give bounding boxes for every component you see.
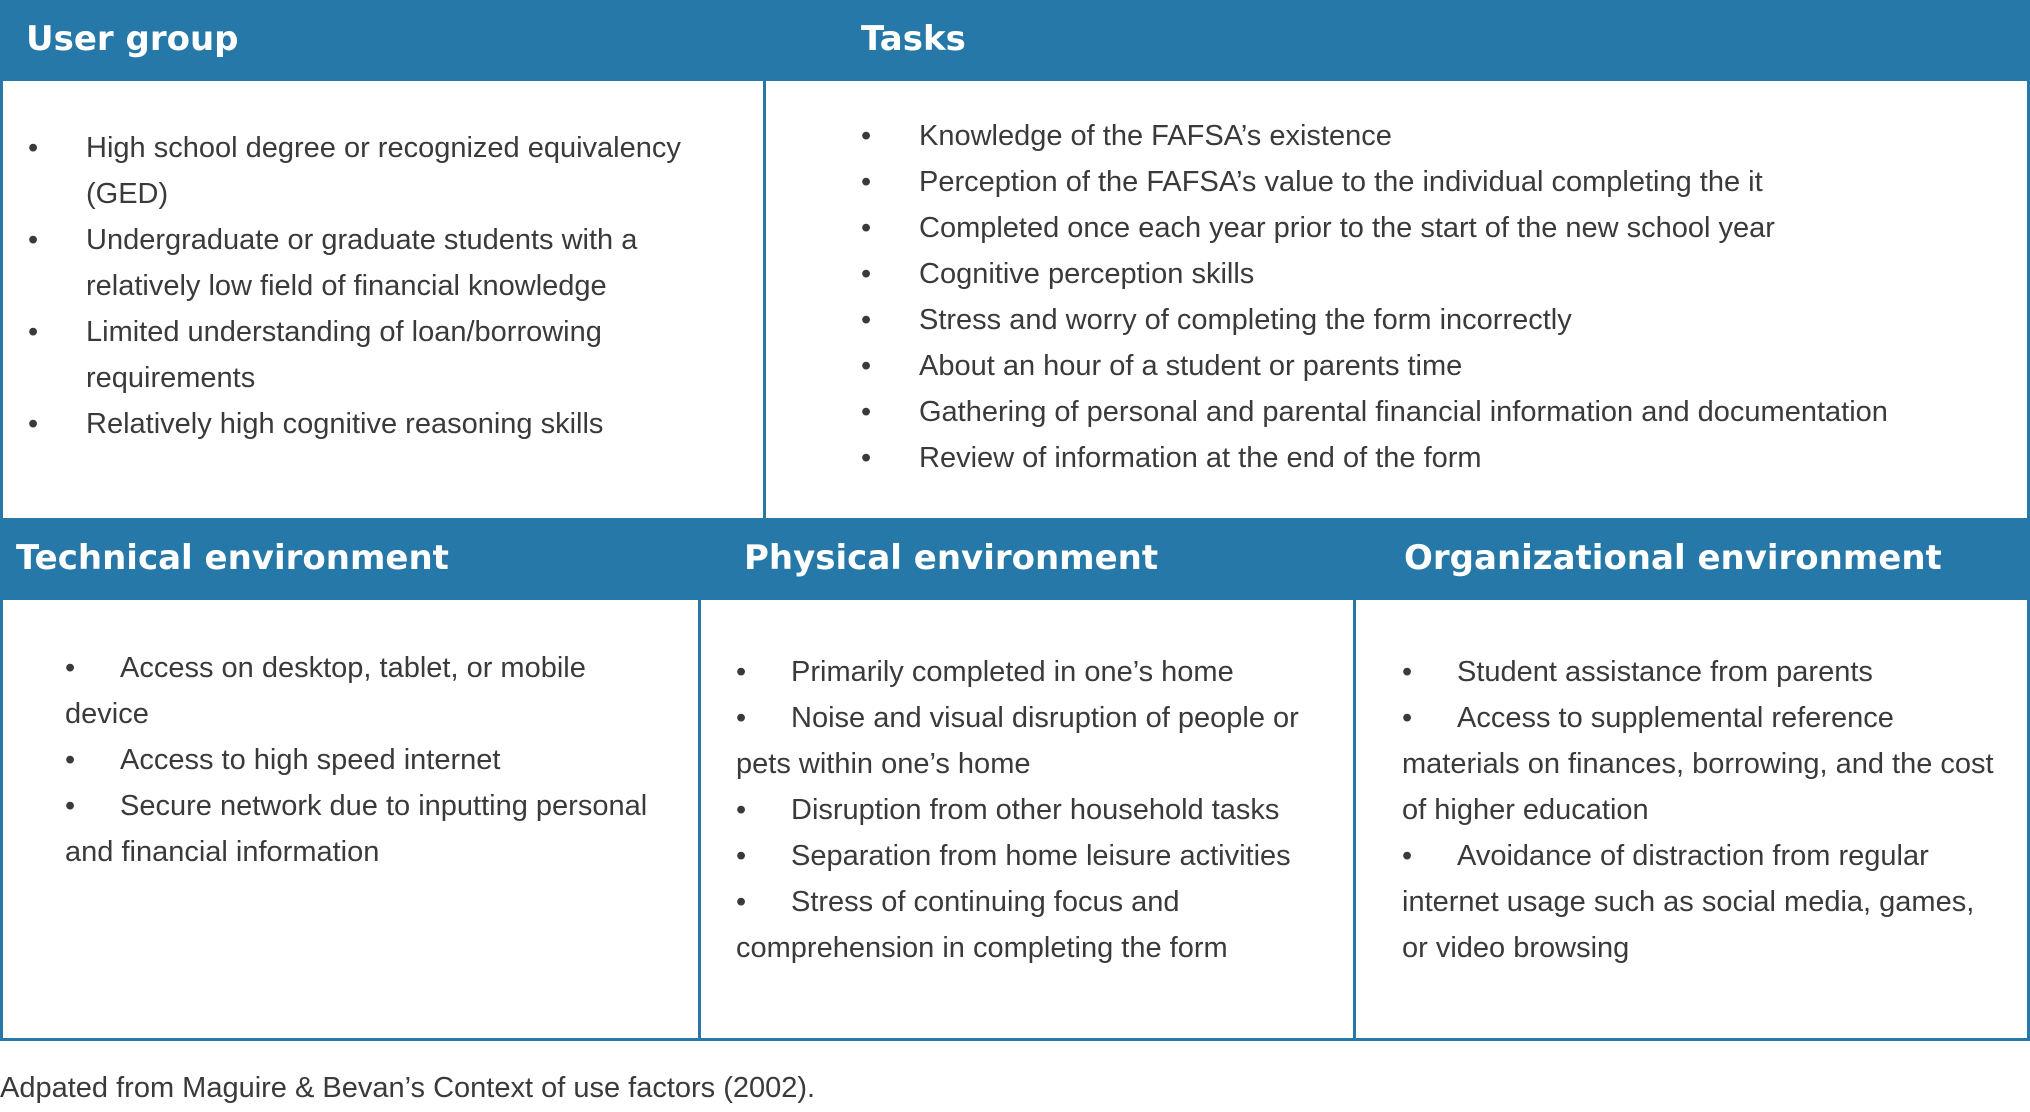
user-group-list: • High school degree or recognized equiva… [28,125,718,447]
list-item: • Secure network due to inputting persona… [65,783,675,875]
list-item: • Access to supplemental reference materi… [1402,695,2002,833]
list-item: • Relatively high cognitive reasoning ski… [28,401,718,447]
list-item: • Gathering of personal and parental fina… [861,389,2001,435]
list-item: • Stress and worry of completing the form… [861,297,2001,343]
list-item: • Noise and visual disruption of people o… [736,695,1336,787]
physical-environment-panel: • Primarily completed in one’s home • Nois… [698,597,1356,1041]
bullet-icon: • [1402,840,1413,872]
bullet-icon: • [861,396,872,428]
bullet-icon: • [1402,656,1413,688]
list-item: • Review of information at the end of the… [861,435,2001,481]
source-caption: Adpated from Maguire & Bevan’s Context o… [0,1072,816,1104]
tasks-heading: Tasks [861,19,966,59]
technical-environment-heading: Technical environment [16,538,449,578]
bullet-icon: • [28,316,39,348]
tasks-list: • Knowledge of the FAFSA’s existence • Per… [861,113,2001,481]
tasks-panel: • Knowledge of the FAFSA’s existence • Per… [763,78,2030,521]
physical-environment-heading: Physical environment [744,538,1159,578]
bullet-icon: • [28,224,39,256]
bullet-icon: • [65,744,76,776]
list-item: • Primarily completed in one’s home [736,649,1336,695]
bullet-icon: • [861,350,872,382]
physical-environment-list: • Primarily completed in one’s home • Nois… [736,649,1336,971]
bullet-icon: • [736,886,747,918]
bullet-icon: • [861,212,872,244]
list-item: • Undergraduate or graduate students with… [28,217,718,309]
bullet-icon: • [861,120,872,152]
list-item: • Completed once each year prior to the s… [861,205,2001,251]
bullet-icon: • [28,132,39,164]
bullet-icon: • [28,408,39,440]
technical-environment-panel: • Access on desktop, tablet, or mobile de… [0,597,701,1041]
bullet-icon: • [736,702,747,734]
physical-environment-header: Physical environment [700,519,1355,597]
bullet-icon: • [736,656,747,688]
list-item: • Knowledge of the FAFSA’s existence [861,113,2001,159]
bullet-icon: • [736,794,747,826]
list-item: • High school degree or recognized equiva… [28,125,718,217]
technical-environment-header: Technical environment [0,519,700,597]
list-item: • Disruption from other household tasks [736,787,1336,833]
technical-environment-list: • Access on desktop, tablet, or mobile de… [65,645,675,875]
list-item: • Separation from home leisure activities [736,833,1336,879]
list-item: • Perception of the FAFSA’s value to the … [861,159,2001,205]
list-item: • Avoidance of distraction from regular i… [1402,833,2002,971]
user-group-header: User group [0,0,765,78]
organizational-environment-panel: • Student assistance from parents • Access… [1353,597,2030,1041]
bullet-icon: • [65,652,76,684]
list-item: • Access on desktop, tablet, or mobile de… [65,645,675,737]
user-group-heading: User group [26,19,239,59]
organizational-environment-header: Organizational environment [1355,519,2030,597]
tasks-header: Tasks [765,0,2030,78]
organizational-environment-heading: Organizational environment [1404,538,1942,578]
bullet-icon: • [861,304,872,336]
list-item: • About an hour of a student or parents t… [861,343,2001,389]
organizational-environment-list: • Student assistance from parents • Access… [1402,649,2002,971]
list-item: • Stress of continuing focus and comprehe… [736,879,1336,971]
list-item: • Student assistance from parents [1402,649,2002,695]
list-item: • Limited understanding of loan/borrowing… [28,309,718,401]
bullet-icon: • [1402,702,1413,734]
bullet-icon: • [861,166,872,198]
list-item: • Access to high speed internet [65,737,675,783]
list-item: • Cognitive perception skills [861,251,2001,297]
bullet-icon: • [65,790,76,822]
bullet-icon: • [861,442,872,474]
bullet-icon: • [861,258,872,290]
bullet-icon: • [736,840,747,872]
user-group-panel: • High school degree or recognized equiva… [0,78,766,521]
